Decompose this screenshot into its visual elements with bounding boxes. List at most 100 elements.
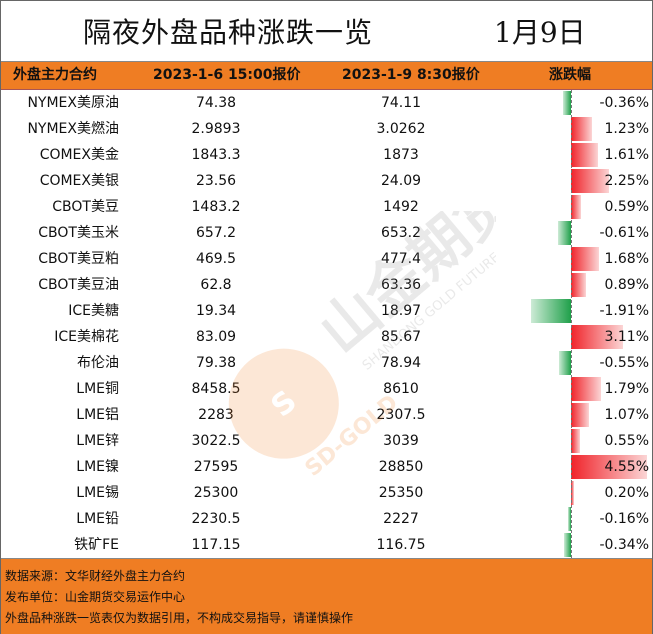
change-percent: 0.89% <box>604 277 649 293</box>
price-2: 24.09 <box>380 173 422 189</box>
price-1: 19.34 <box>195 303 237 319</box>
date-label: 1月9日 <box>494 16 586 49</box>
table-row: COMEX美银 23.56 24.09 2.25% <box>1 168 652 194</box>
contract-name: 铁矿FE <box>74 537 119 553</box>
table-row: CBOT美豆油 62.8 63.36 0.89% <box>1 272 652 298</box>
contract-name: LME铅 <box>76 511 119 527</box>
footer: 数据来源：文华财经外盘主力合约 发布单位：山金期货交易运作中心 外盘品种涨跌一览… <box>1 558 652 634</box>
change-bar-area <box>529 220 647 246</box>
price-1: 79.38 <box>195 355 237 371</box>
change-percent: 4.55% <box>604 459 649 475</box>
price-1: 3022.5 <box>191 433 241 449</box>
change-bar <box>563 533 571 557</box>
change-bar-area <box>529 454 647 480</box>
table-row: ICE美糖 19.34 18.97 -1.91% <box>1 298 652 324</box>
price-2: 3039 <box>383 433 419 449</box>
title-row: 隔夜外盘品种涨跌一览 1月9日 <box>1 1 652 62</box>
header-price1: 2023-1-6 15:00报价 <box>153 67 301 83</box>
price-1: 83.09 <box>195 329 237 345</box>
price-2: 28850 <box>378 459 424 475</box>
change-bar-area <box>529 116 647 142</box>
price-1: 27595 <box>193 459 239 475</box>
footer-publisher: 发布单位：山金期货交易运作中心 <box>5 590 186 604</box>
price-2: 78.94 <box>380 355 422 371</box>
price-2: 3.0262 <box>376 121 426 137</box>
bar-zero-axis <box>571 90 572 558</box>
header-contract: 外盘主力合约 <box>13 67 97 83</box>
page-title: 隔夜外盘品种涨跌一览 <box>83 16 374 49</box>
change-percent: 1.23% <box>604 121 649 137</box>
table-header: 外盘主力合约 2023-1-6 15:00报价 2023-1-9 8:30报价 … <box>1 62 652 90</box>
change-bar <box>567 507 571 531</box>
change-bar <box>571 117 592 141</box>
price-2: 25350 <box>378 485 424 501</box>
table-row: LME铝 2283 2307.5 1.07% <box>1 402 652 428</box>
change-bar-area <box>529 480 647 506</box>
contract-name: CBOT美豆 <box>52 199 119 215</box>
change-bar-area <box>529 194 647 220</box>
footer-disclaimer: 外盘品种涨跌一览表仅为数据引用，不构成交易指导，请谨慎操作 <box>5 611 354 625</box>
table-row: LME铜 8458.5 8610 1.79% <box>1 376 652 402</box>
change-bar <box>571 403 589 427</box>
price-1: 1843.3 <box>191 147 241 163</box>
contract-name: LME铜 <box>76 381 119 397</box>
change-bar-area <box>529 168 647 194</box>
change-percent: 0.20% <box>604 485 649 501</box>
change-bar-area <box>529 350 647 376</box>
contract-name: COMEX美银 <box>39 173 119 189</box>
contract-name: LME铝 <box>76 407 119 423</box>
change-percent: -0.61% <box>599 225 649 241</box>
change-percent: 1.61% <box>604 147 649 163</box>
change-percent: 1.68% <box>604 251 649 267</box>
price-1: 1483.2 <box>191 199 241 215</box>
price-1: 657.2 <box>195 225 237 241</box>
contract-name: ICE美棉花 <box>54 329 119 345</box>
table-row: CBOT美豆粕 469.5 477.4 1.68% <box>1 246 652 272</box>
footer-source: 数据来源：文华财经外盘主力合约 <box>5 569 186 583</box>
contract-name: CBOT美豆油 <box>38 277 119 293</box>
price-2: 85.67 <box>380 329 422 345</box>
change-bar <box>559 351 571 375</box>
price-2: 63.36 <box>380 277 422 293</box>
table-row: ICE美棉花 83.09 85.67 3.11% <box>1 324 652 350</box>
change-percent: -0.34% <box>599 537 649 553</box>
change-percent: 1.07% <box>604 407 649 423</box>
change-bar <box>558 221 571 245</box>
table-row: LME镍 27595 28850 4.55% <box>1 454 652 480</box>
price-1: 2230.5 <box>191 511 241 527</box>
table-row: LME锌 3022.5 3039 0.55% <box>1 428 652 454</box>
change-percent: -0.16% <box>599 511 649 527</box>
contract-name: CBOT美豆粕 <box>38 251 119 267</box>
change-percent: -0.36% <box>599 95 649 111</box>
change-bar <box>571 195 581 219</box>
contract-name: LME锡 <box>76 485 119 501</box>
change-percent: -0.55% <box>599 355 649 371</box>
price-2: 1492 <box>383 199 419 215</box>
change-percent: 0.55% <box>604 433 649 449</box>
change-percent: 1.79% <box>604 381 649 397</box>
change-bar <box>571 481 575 505</box>
price-1: 74.38 <box>195 95 237 111</box>
price-1: 25300 <box>193 485 239 501</box>
change-bar <box>571 169 609 193</box>
price-2: 1873 <box>383 147 419 163</box>
change-percent: 0.59% <box>604 199 649 215</box>
table-row: LME铅 2230.5 2227 -0.16% <box>1 506 652 532</box>
price-1: 8458.5 <box>191 381 241 397</box>
change-percent: -1.91% <box>599 303 649 319</box>
contract-name: NYMEX美燃油 <box>27 121 119 137</box>
price-1: 2283 <box>198 407 234 423</box>
price-2: 74.11 <box>380 95 422 111</box>
price-1: 117.15 <box>191 537 241 553</box>
change-bar <box>531 299 571 323</box>
change-bar-area <box>529 376 647 402</box>
change-bar-area <box>529 506 647 532</box>
change-bar <box>563 91 571 115</box>
contract-name: ICE美糖 <box>68 303 119 319</box>
contract-name: NYMEX美原油 <box>27 95 119 111</box>
contract-name: CBOT美玉米 <box>38 225 119 241</box>
change-bar <box>571 273 586 297</box>
table-row: 铁矿FE 117.15 116.75 -0.34% <box>1 532 652 558</box>
contract-name: LME镍 <box>76 459 119 475</box>
